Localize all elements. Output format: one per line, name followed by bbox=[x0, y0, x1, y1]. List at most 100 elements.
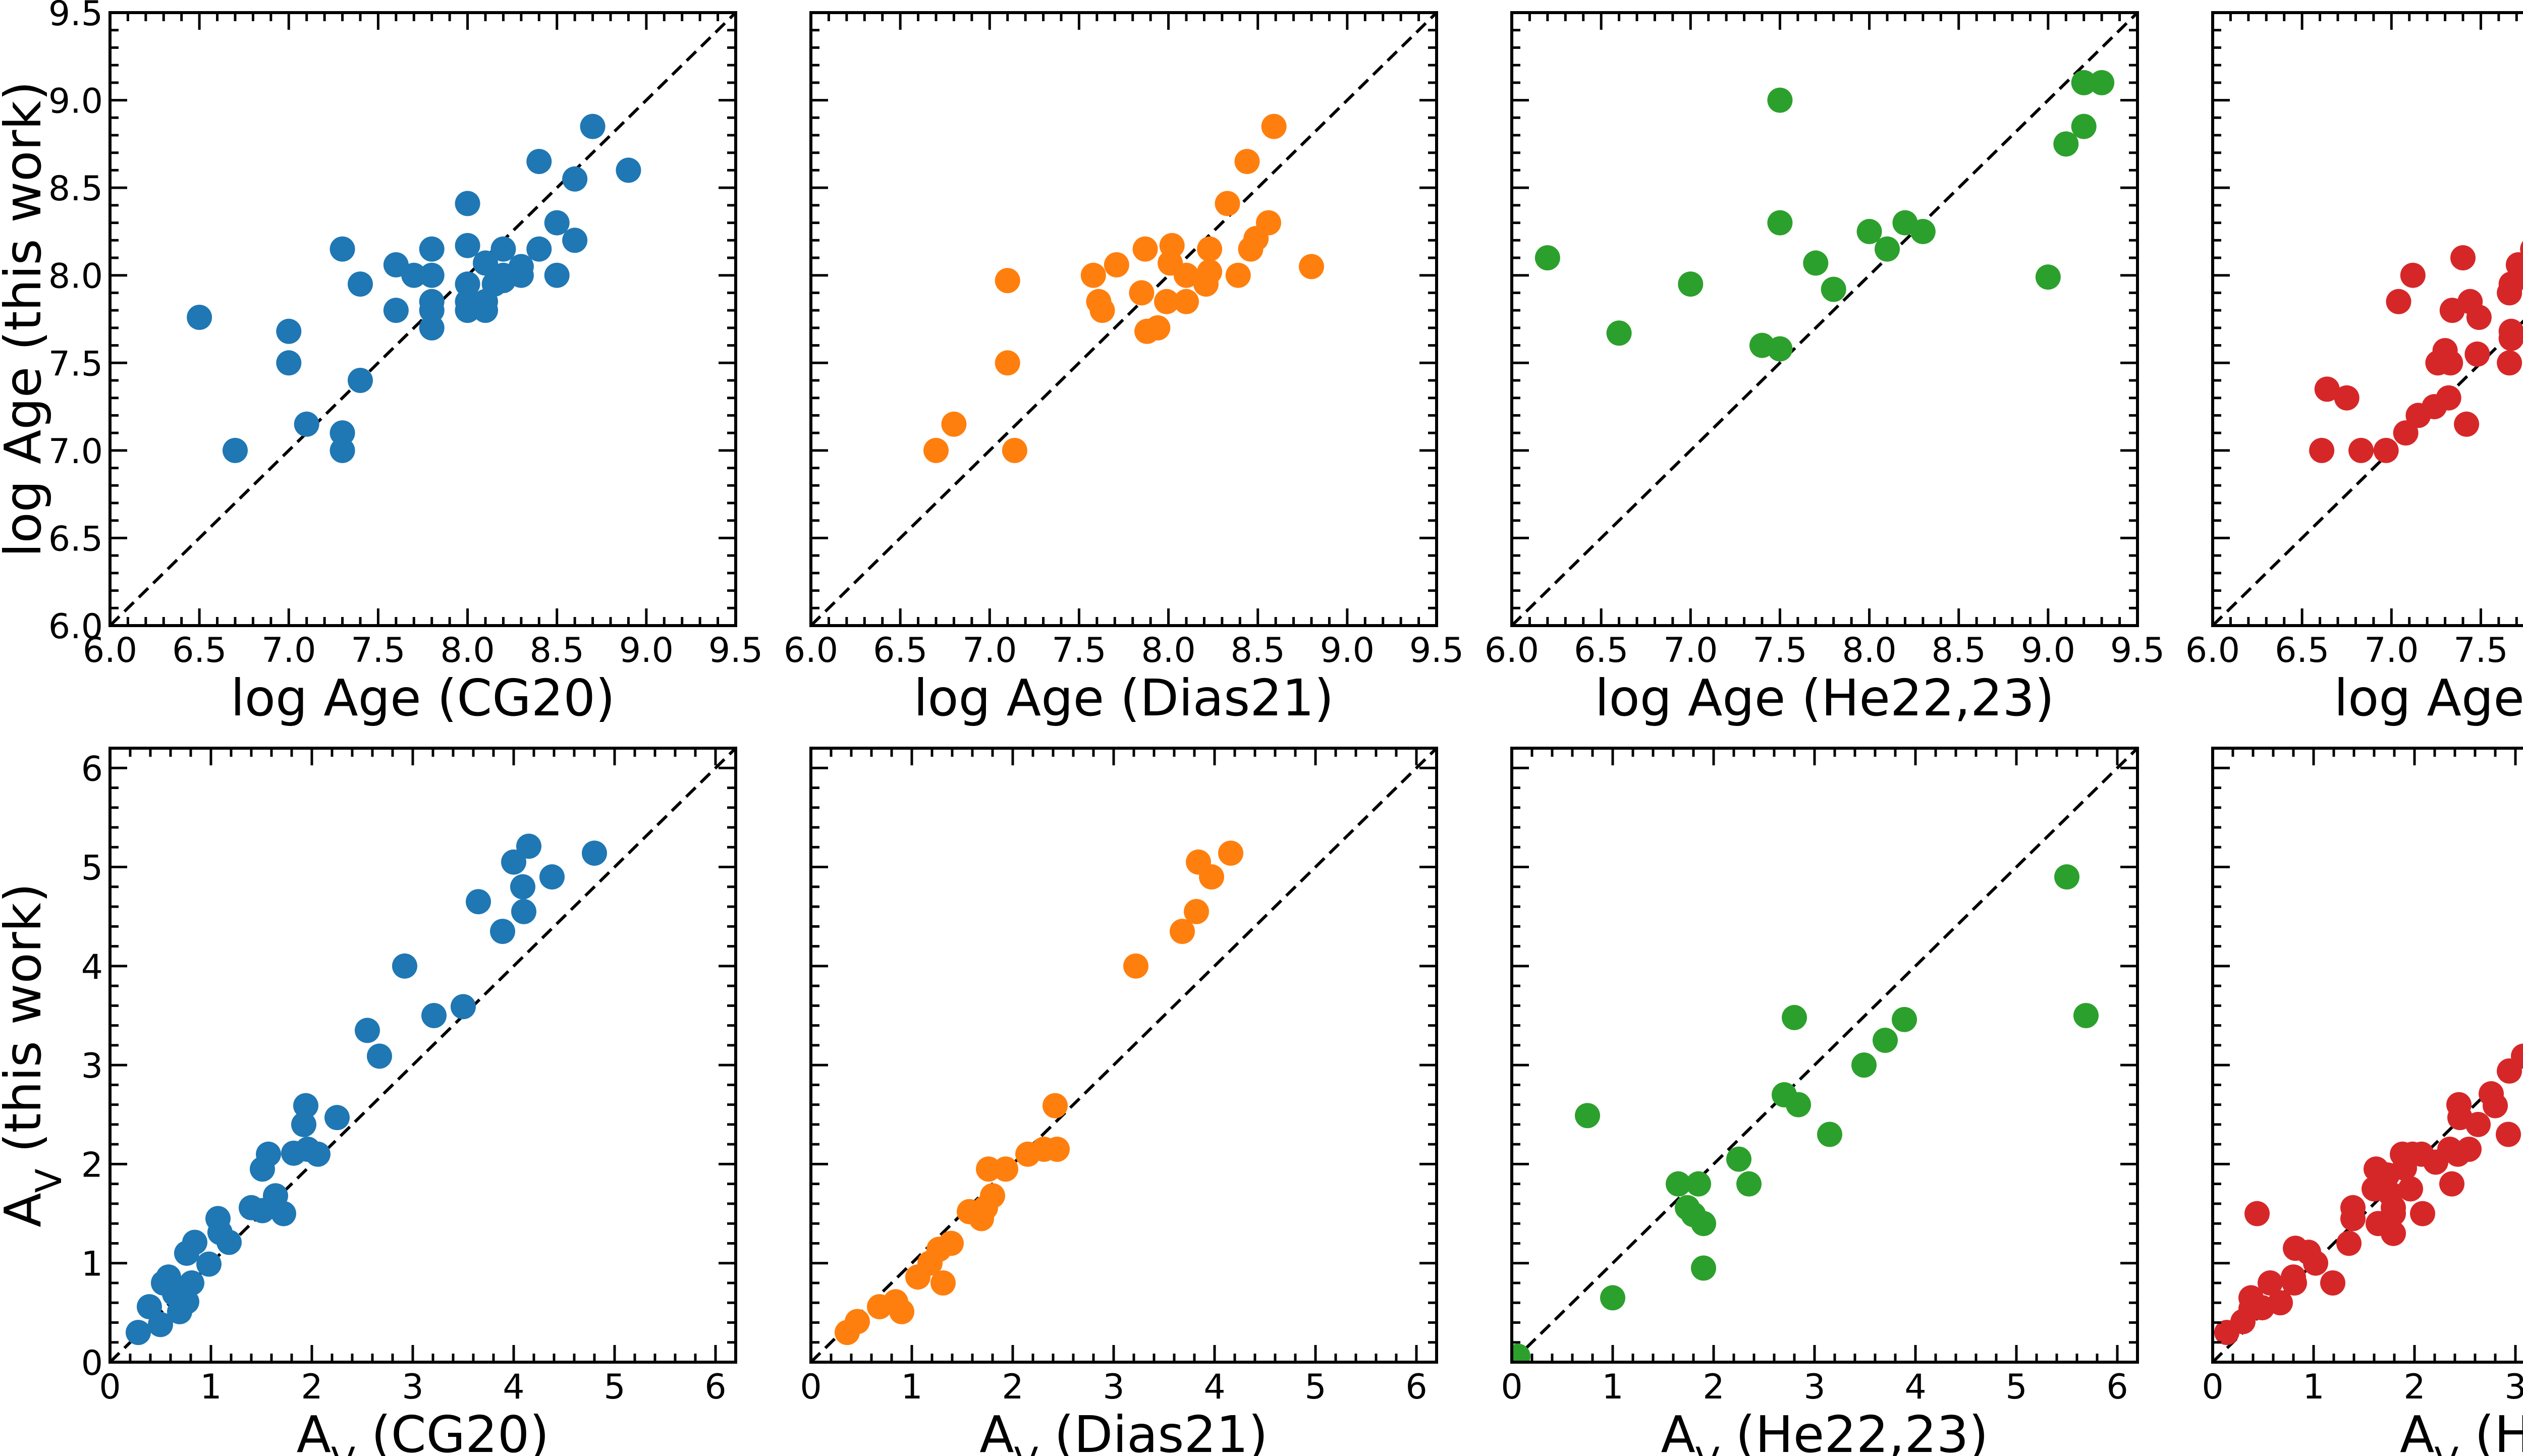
data-point bbox=[294, 411, 319, 437]
data-point bbox=[939, 1230, 964, 1256]
data-point bbox=[2483, 1093, 2508, 1118]
x-tick-label: 4 bbox=[1203, 1367, 1225, 1407]
data-point bbox=[1184, 899, 1209, 924]
data-point bbox=[1129, 280, 1155, 306]
y-tick-label: 7.0 bbox=[48, 432, 103, 472]
data-point bbox=[182, 1229, 207, 1255]
data-point bbox=[2398, 1176, 2423, 1202]
data-point bbox=[1199, 864, 1224, 890]
x-axis-label: log Age (HR24) bbox=[2334, 668, 2523, 727]
data-point bbox=[187, 305, 212, 330]
data-point bbox=[1154, 289, 1180, 314]
panel-age-he22-23: 6.0 6.5 7.0 7.5 8.0 8.5 9.0 9.5 log Age (He22,23… bbox=[1485, 11, 2165, 727]
x-tick-label: 5 bbox=[2005, 1367, 2027, 1407]
data-point bbox=[1821, 276, 1846, 302]
y-axis-label: AV (this work) bbox=[0, 883, 70, 1227]
data-point bbox=[2336, 1230, 2362, 1256]
x-tick-label: 9.0 bbox=[619, 631, 674, 670]
data-point bbox=[616, 157, 641, 183]
data-point bbox=[2334, 385, 2360, 411]
data-point bbox=[2410, 1201, 2435, 1226]
one-to-one-line bbox=[1510, 11, 2139, 627]
scatter-points bbox=[835, 841, 1243, 1346]
x-tick-label: 6 bbox=[704, 1367, 726, 1407]
x-axis-label: log Age (He22,23) bbox=[1595, 668, 2054, 727]
x-tick-label: 6.5 bbox=[1574, 631, 1628, 670]
x-tick-label: 9.5 bbox=[1409, 631, 1464, 670]
data-point bbox=[2497, 350, 2522, 376]
data-point bbox=[544, 262, 570, 288]
y-tick-label: 6 bbox=[81, 749, 103, 789]
data-point bbox=[2073, 1002, 2099, 1028]
data-point bbox=[2456, 1136, 2482, 1162]
y-tick-label: 7.5 bbox=[48, 344, 103, 384]
data-point bbox=[2381, 1220, 2406, 1246]
x-tick-label: 6.5 bbox=[873, 631, 927, 670]
x-axis-label: AV (HR24) bbox=[2400, 1405, 2523, 1456]
scatter-points bbox=[2214, 1043, 2523, 1346]
x-tick-label: 6.5 bbox=[2275, 631, 2329, 670]
data-point bbox=[256, 1141, 281, 1167]
x-tick-label: 6.0 bbox=[784, 631, 838, 670]
data-point bbox=[1666, 1171, 1691, 1197]
y-tick-label: 9.5 bbox=[48, 0, 103, 34]
scatter-points bbox=[2309, 241, 2523, 463]
one-to-one-line bbox=[1510, 747, 2139, 1364]
x-tick-label: 0 bbox=[1501, 1367, 1522, 1407]
data-point bbox=[1600, 1285, 1625, 1311]
data-point bbox=[2439, 1171, 2464, 1197]
panel-age-dias21: 6.0 6.5 7.0 7.5 8.0 8.5 9.0 9.5 log Age (Dias21) bbox=[784, 11, 1464, 727]
y-tick-label: 6.0 bbox=[48, 607, 103, 647]
data-point bbox=[1089, 298, 1115, 323]
x-tick-label: 3 bbox=[2504, 1367, 2523, 1407]
data-point bbox=[2258, 1270, 2283, 1296]
x-tick-label: 9.0 bbox=[1320, 631, 1375, 670]
x-tick-label: 8.5 bbox=[1932, 631, 1986, 670]
x-tick-label: 9.0 bbox=[2021, 631, 2075, 670]
data-point bbox=[526, 236, 552, 262]
scatter-points bbox=[1512, 864, 2099, 1362]
data-point bbox=[516, 833, 541, 859]
one-to-one-line bbox=[108, 11, 737, 627]
x-tick-label: 8.0 bbox=[1842, 631, 1896, 670]
data-point bbox=[271, 1201, 296, 1226]
data-point bbox=[2465, 1111, 2491, 1137]
data-point bbox=[355, 1018, 380, 1043]
data-point bbox=[2386, 289, 2411, 314]
data-point bbox=[126, 1320, 151, 1346]
data-point bbox=[1736, 1171, 1762, 1197]
data-point bbox=[562, 166, 588, 192]
one-to-one-line bbox=[2211, 319, 2523, 627]
data-point bbox=[510, 874, 535, 900]
data-point bbox=[223, 437, 248, 463]
axes-frame bbox=[1510, 747, 2139, 1364]
data-point bbox=[392, 953, 417, 979]
x-tick-label: 8.0 bbox=[440, 631, 495, 670]
data-point bbox=[1786, 1092, 1811, 1117]
axes-frame bbox=[809, 11, 1438, 627]
panel-extinction-hr24: 0123456AV (HR24) bbox=[2202, 747, 2523, 1456]
data-point bbox=[1726, 1146, 1751, 1172]
scatter-points bbox=[923, 114, 1324, 463]
data-point bbox=[1104, 252, 1129, 277]
x-tick-label: 7.0 bbox=[1663, 631, 1718, 670]
data-point bbox=[2464, 341, 2490, 367]
data-point bbox=[2340, 1206, 2366, 1231]
data-point bbox=[1686, 1171, 1711, 1197]
data-point bbox=[473, 298, 498, 323]
one-to-one-line bbox=[809, 11, 1438, 627]
data-point bbox=[1892, 1006, 1917, 1032]
x-tick-label: 4 bbox=[503, 1367, 524, 1407]
data-point bbox=[941, 411, 967, 437]
x-tick-label: 2 bbox=[1703, 1367, 1724, 1407]
data-point bbox=[1261, 114, 1287, 139]
one-to-one-line bbox=[809, 747, 1438, 1364]
data-point bbox=[2035, 264, 2061, 290]
data-point bbox=[2071, 114, 2097, 139]
data-point bbox=[2520, 241, 2523, 257]
x-tick-label: 2 bbox=[301, 1367, 322, 1407]
data-point bbox=[293, 1093, 318, 1118]
data-point bbox=[324, 1105, 350, 1131]
scatter-points bbox=[187, 114, 641, 463]
